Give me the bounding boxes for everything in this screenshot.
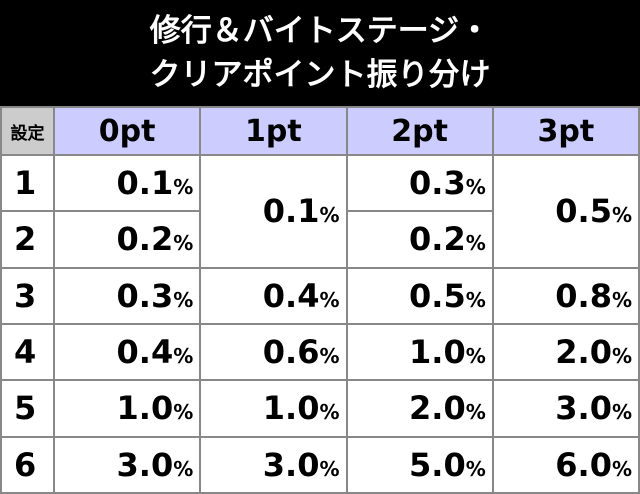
setting-cell: 1 xyxy=(0,153,55,213)
value-unit: % xyxy=(173,344,194,369)
setting-cell: 5 xyxy=(0,379,55,438)
value-cell: 0.1% xyxy=(52,153,202,213)
value-cell: 1.0% xyxy=(52,379,202,438)
value-cell: 2.0% xyxy=(345,379,494,438)
value-unit: % xyxy=(319,400,340,425)
title-line: 修行＆バイトステージ・ xyxy=(149,13,491,49)
value-cell: 1.0% xyxy=(199,379,348,438)
value-number: 5.0 xyxy=(409,445,466,484)
value-number: 2.0 xyxy=(409,389,466,428)
row: 3 0.3% 0.4% 0.5% 0.8% xyxy=(0,266,640,325)
value-number: 3.0 xyxy=(555,389,612,428)
value-cell: 3.0% xyxy=(52,435,202,494)
value-unit: % xyxy=(611,456,632,481)
value-unit: % xyxy=(611,400,632,425)
value-unit: % xyxy=(465,400,486,425)
title-line: クリアポイント振り分け xyxy=(149,57,491,93)
header-cell: 1pt xyxy=(199,106,348,156)
header-cell: 3pt xyxy=(491,106,640,156)
value-number: 0.1 xyxy=(262,192,320,231)
value-cell: 3.0% xyxy=(491,379,640,438)
value-number: 1.0 xyxy=(409,333,466,372)
value-number: 0.3 xyxy=(409,164,466,203)
row: 5 1.0% 1.0% 2.0% 3.0% xyxy=(0,379,640,438)
value-unit: % xyxy=(465,456,486,481)
value-unit: % xyxy=(173,175,194,200)
value-number: 0.2 xyxy=(116,220,174,259)
value-cell: 0.3% xyxy=(52,266,202,325)
header-row: 設定 0pt 1pt 2pt 3pt xyxy=(0,106,640,156)
value-cell: 0.4% xyxy=(199,266,348,325)
setting-cell: 6 xyxy=(0,435,55,494)
value-cell: 0.4% xyxy=(52,322,202,382)
table: 設定 0pt 1pt 2pt 3pt 1 0.1% 0.1% 0.3% 0.5% 2 0.2% 0.2%… xyxy=(0,106,640,494)
value-unit: % xyxy=(611,203,632,228)
value-number: 1.0 xyxy=(116,389,174,428)
header-cell: 2pt xyxy=(345,106,494,156)
value-unit: % xyxy=(319,456,340,481)
value-number: 3.0 xyxy=(116,445,174,484)
value-cell: 0.8% xyxy=(491,266,640,325)
row: 6 3.0% 3.0% 5.0% 6.0% xyxy=(0,435,640,494)
value-number: 0.4 xyxy=(262,276,320,315)
value-number: 3.0 xyxy=(262,445,320,484)
value-cell: 0.2% xyxy=(345,210,494,269)
value-cell: 0.6% xyxy=(199,322,348,382)
value-unit: % xyxy=(319,203,340,228)
value-unit: % xyxy=(611,344,632,369)
value-unit: % xyxy=(173,456,194,481)
value-number: 0.2 xyxy=(409,220,466,259)
value-number: 1.0 xyxy=(262,389,320,428)
value-cell: 0.3% xyxy=(345,153,494,213)
value-cell: 0.1% xyxy=(199,154,348,269)
row: 4 0.4% 0.6% 1.0% 2.0% xyxy=(0,322,640,382)
value-number: 0.3 xyxy=(116,276,174,315)
setting-cell: 4 xyxy=(0,322,55,382)
value-number: 0.4 xyxy=(116,333,174,372)
value-number: 0.1 xyxy=(116,164,174,203)
value-unit: % xyxy=(173,287,194,312)
row: 1 0.1% 0.1% 0.3% 0.5% xyxy=(0,153,640,269)
row: 2 0.2% 0.2% xyxy=(0,210,639,269)
value-cell: 6.0% xyxy=(491,435,640,494)
value-unit: % xyxy=(611,287,632,312)
value-number: 0.5 xyxy=(409,276,466,315)
setting-cell: 2 xyxy=(0,210,55,269)
header-cell: 0pt xyxy=(52,106,202,156)
value-unit: % xyxy=(173,231,194,256)
value-unit: % xyxy=(319,287,340,312)
value-unit: % xyxy=(465,175,486,200)
value-cell: 1.0% xyxy=(345,322,494,382)
value-unit: % xyxy=(465,287,486,312)
value-cell: 5.0% xyxy=(345,435,494,494)
value-unit: % xyxy=(319,344,340,369)
value-cell: 0.2% xyxy=(52,210,202,269)
value-unit: % xyxy=(173,400,194,425)
value-cell: 0.5% xyxy=(345,266,494,325)
value-number: 6.0 xyxy=(555,445,612,484)
value-number: 2.0 xyxy=(555,333,612,372)
value-number: 0.6 xyxy=(262,333,320,372)
value-unit: % xyxy=(465,231,486,256)
setting-cell: 3 xyxy=(0,266,55,325)
value-unit: % xyxy=(465,344,486,369)
header-cell: 設定 xyxy=(0,106,55,156)
value-cell: 3.0% xyxy=(199,435,348,494)
value-number: 0.8 xyxy=(555,276,612,315)
value-number: 0.5 xyxy=(555,192,612,231)
value-cell: 2.0% xyxy=(491,322,640,382)
value-cell: 0.5% xyxy=(491,154,640,269)
title: 修行＆バイトステージ・ クリアポイント振り分け xyxy=(0,0,640,106)
